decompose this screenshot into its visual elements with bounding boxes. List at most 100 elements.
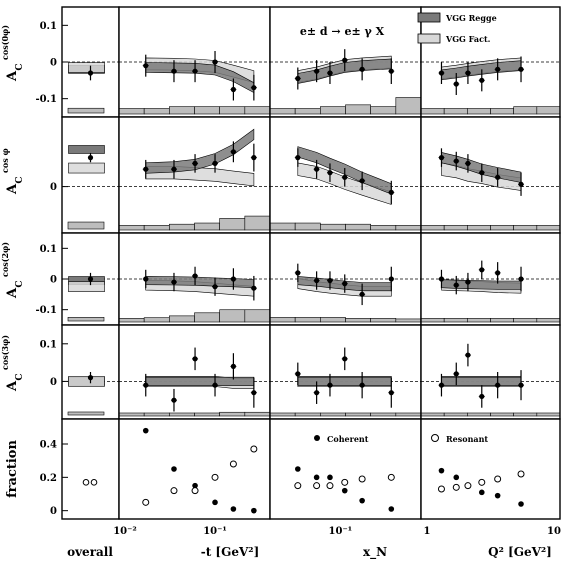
data-point (495, 174, 501, 180)
data-point (314, 277, 320, 284)
coherent-point (251, 507, 257, 514)
syst-bar (443, 108, 468, 115)
syst-bar (169, 315, 195, 323)
panel-background (119, 419, 270, 519)
syst-bar (294, 108, 321, 115)
panel-cos0-t (118, 6, 271, 118)
coherent-point (341, 487, 348, 494)
panel-cos2-q2 (420, 232, 561, 326)
syst-bar (370, 318, 397, 323)
syst-bar (294, 412, 321, 417)
panel-cos3-t (118, 324, 271, 420)
resonant-point (294, 482, 302, 490)
data-point (171, 166, 177, 172)
data-point (495, 382, 501, 388)
coherent-point (327, 474, 333, 481)
syst-bar (320, 412, 346, 417)
data-point (230, 363, 236, 369)
data-point (314, 68, 320, 74)
y-tick-label: 0 (50, 377, 57, 388)
fraction-legend: Coherent Resonant (314, 434, 488, 444)
data-point (212, 382, 218, 388)
legend-coherent-marker (314, 435, 320, 441)
data-point (388, 189, 394, 195)
y-tick-label: 0.1 (40, 21, 57, 32)
data-point (518, 66, 524, 72)
data-point (314, 166, 320, 172)
syst-bar (443, 225, 468, 231)
data-point (342, 356, 348, 362)
y-tick-label: 0.2 (40, 473, 57, 484)
overall-fact-band (68, 281, 105, 292)
y-axis-title: A (5, 70, 20, 82)
syst-bar (467, 108, 491, 115)
data-point (495, 66, 501, 72)
overall-data-point (87, 70, 94, 76)
legend-regge-label: VGG Regge (445, 13, 497, 23)
data-point (327, 382, 333, 388)
panel-cos1-q2 (420, 116, 561, 234)
coherent-point (453, 474, 460, 481)
panel-cos2-overall (61, 232, 120, 326)
resonant-point (358, 475, 366, 483)
coherent-point (518, 501, 524, 507)
panel-cos1-t (118, 116, 271, 234)
x-tick-label: 1 (424, 526, 431, 537)
legend-fact-swatch (417, 33, 441, 44)
x-tick-label: 10⁻¹ (329, 526, 353, 537)
syst-bar (370, 412, 397, 417)
syst-bar (143, 317, 170, 323)
syst-bar (395, 318, 422, 323)
data-point (359, 66, 365, 72)
syst-bar (143, 108, 170, 115)
panel-fraction-q2 (420, 418, 561, 520)
panel-background (62, 117, 119, 233)
panel-fraction-xn (269, 418, 422, 520)
panel-background (270, 325, 421, 419)
syst-bar (513, 412, 538, 417)
syst-bar (169, 223, 195, 231)
overall-regge-band (68, 145, 105, 154)
legend-coherent-label: Coherent (327, 434, 369, 444)
overall-fact-band (68, 62, 105, 73)
syst-bar (269, 317, 296, 323)
overall-syst-bar (67, 411, 105, 416)
resonant-point (437, 485, 445, 493)
syst-bar (536, 412, 561, 417)
data-point (438, 70, 445, 76)
y-axis-title: A (5, 380, 20, 392)
data-point (342, 281, 348, 287)
syst-bar (420, 412, 445, 417)
data-point (453, 282, 459, 288)
x-tick-label: 10⁻² (113, 526, 137, 537)
syst-bar (244, 411, 271, 417)
coherent-point (295, 466, 301, 472)
syst-bar (194, 106, 220, 115)
resonant-point (191, 487, 199, 495)
data-point (479, 170, 485, 176)
data-point (438, 382, 445, 388)
y-axis-title: fraction (5, 440, 20, 498)
legend-fact-label: VGG Fact. (445, 34, 491, 44)
model-regge-band (441, 376, 522, 386)
syst-bar (320, 223, 346, 231)
data-point (251, 285, 257, 291)
panel-background (62, 7, 119, 117)
y-tick-label: 0 (50, 275, 57, 286)
data-point (438, 155, 445, 161)
syst-bar (169, 106, 195, 115)
data-point (479, 393, 485, 400)
data-point (518, 181, 524, 187)
coherent-point (359, 497, 365, 504)
x-axis-title-t: -t [GeV²] (201, 545, 260, 559)
data-point (192, 160, 198, 166)
resonant-point (341, 478, 349, 486)
data-point (479, 77, 485, 83)
syst-bar (513, 318, 538, 323)
data-point (251, 85, 257, 91)
syst-bar (219, 309, 246, 323)
overall-data-point (87, 375, 94, 381)
data-point (192, 273, 198, 279)
